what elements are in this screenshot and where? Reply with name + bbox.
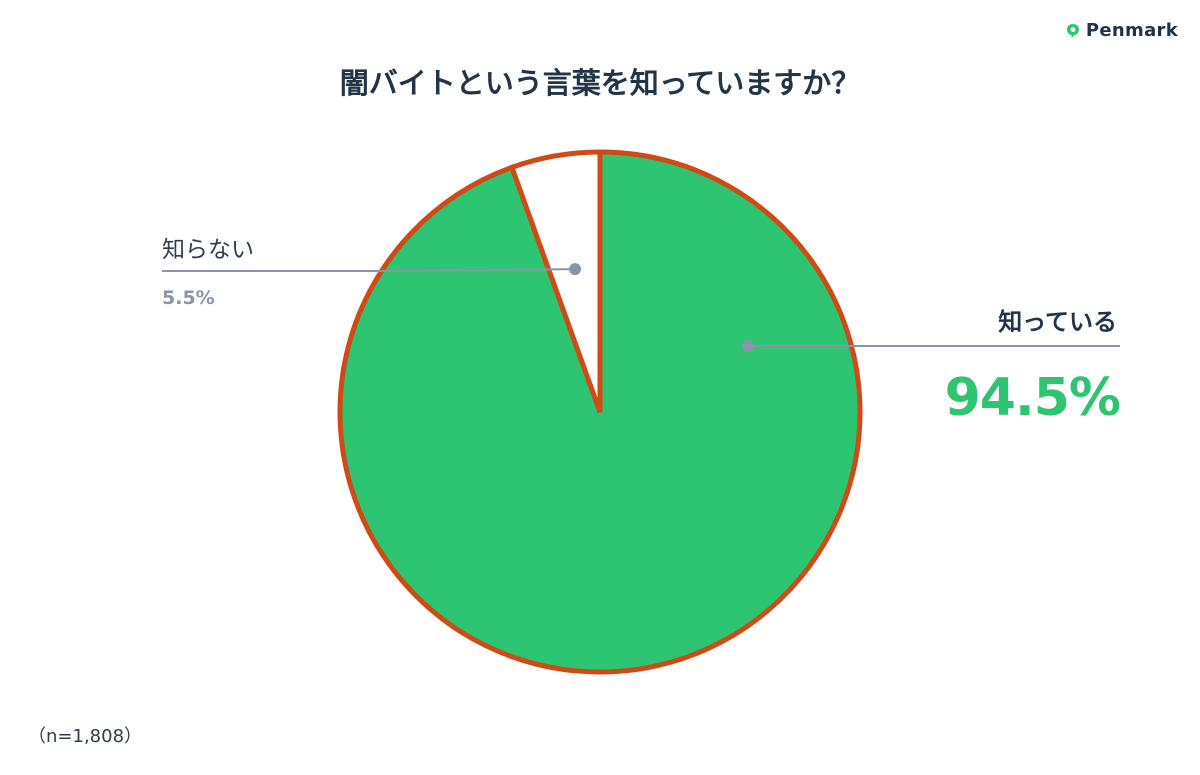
chart-title: 闇バイトという言葉を知っていますか？	[339, 66, 861, 100]
slice-percent-unknown: 5.5%	[162, 287, 215, 309]
brand-logo: Penmark	[1066, 20, 1178, 41]
slice-percent-known: 94.5%	[944, 368, 1121, 428]
brand-name: Penmark	[1085, 20, 1178, 41]
slice-label-known: 知っている	[998, 308, 1117, 336]
pie-slice-unknown	[508, 149, 603, 413]
penmark-logo-icon	[1066, 23, 1079, 38]
slice-label-unknown: 知らない	[162, 237, 254, 263]
sample-size-note: （n=1,808）	[28, 726, 143, 747]
leader-line-unknown	[162, 263, 582, 276]
leader-line-known	[742, 340, 1120, 352]
